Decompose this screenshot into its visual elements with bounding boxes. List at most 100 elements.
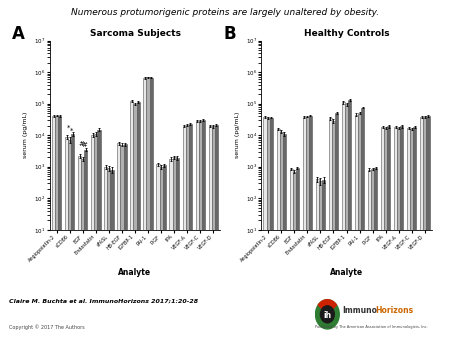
- Bar: [264, 117, 266, 338]
- Bar: [144, 78, 147, 338]
- Bar: [371, 169, 374, 338]
- Bar: [329, 118, 332, 338]
- Text: #: #: [78, 141, 84, 147]
- Bar: [134, 104, 136, 338]
- Bar: [306, 117, 309, 338]
- Bar: [160, 167, 162, 338]
- Bar: [189, 124, 192, 338]
- Bar: [381, 127, 384, 338]
- Bar: [58, 116, 61, 338]
- Bar: [348, 100, 351, 338]
- Bar: [400, 126, 403, 338]
- Text: Published by The American Association of Immunologists, Inc.: Published by The American Association of…: [315, 325, 428, 329]
- Bar: [384, 128, 387, 338]
- Title: Healthy Controls: Healthy Controls: [304, 29, 389, 39]
- X-axis label: Analyte: Analyte: [118, 268, 152, 277]
- Bar: [345, 104, 348, 338]
- Bar: [157, 164, 160, 338]
- Circle shape: [315, 300, 339, 329]
- Text: *: *: [70, 128, 73, 134]
- Bar: [292, 172, 296, 338]
- Bar: [108, 168, 110, 338]
- Y-axis label: serum (pg/mL): serum (pg/mL): [235, 112, 240, 159]
- Bar: [427, 116, 429, 338]
- Bar: [176, 158, 179, 338]
- Bar: [97, 130, 100, 338]
- Bar: [332, 121, 335, 338]
- Bar: [186, 125, 189, 338]
- Text: #: #: [81, 142, 87, 148]
- Bar: [215, 125, 218, 338]
- Y-axis label: serum (pg/mL): serum (pg/mL): [23, 112, 28, 159]
- Bar: [170, 159, 173, 338]
- Bar: [81, 159, 84, 338]
- Bar: [283, 134, 286, 338]
- Text: Numerous protumorigenic proteins are largely unaltered by obesity.: Numerous protumorigenic proteins are lar…: [71, 8, 379, 18]
- Text: Horizons: Horizons: [376, 306, 414, 315]
- Bar: [196, 121, 199, 338]
- Bar: [319, 181, 322, 338]
- Bar: [183, 126, 186, 338]
- Bar: [162, 165, 166, 338]
- Bar: [374, 168, 377, 338]
- Bar: [296, 168, 299, 338]
- Bar: [355, 115, 358, 338]
- Bar: [394, 127, 397, 338]
- Bar: [335, 113, 338, 338]
- Bar: [266, 118, 270, 338]
- Bar: [55, 116, 58, 338]
- Circle shape: [320, 306, 334, 323]
- Bar: [387, 126, 390, 338]
- Bar: [136, 102, 140, 338]
- Bar: [78, 156, 81, 338]
- Bar: [199, 121, 202, 338]
- Text: ih: ih: [323, 311, 332, 320]
- Text: Immuno: Immuno: [342, 306, 377, 315]
- Bar: [209, 126, 212, 338]
- Bar: [420, 117, 423, 338]
- Bar: [123, 144, 126, 338]
- Text: Claire M. Buchta et al. ImmunoHorizons 2017;1:20-28: Claire M. Buchta et al. ImmunoHorizons 2…: [9, 299, 198, 304]
- Bar: [309, 116, 312, 338]
- Text: B: B: [223, 25, 236, 43]
- Bar: [322, 180, 325, 338]
- Bar: [71, 134, 74, 338]
- Bar: [270, 118, 273, 338]
- Bar: [84, 150, 87, 338]
- Bar: [290, 169, 292, 338]
- Bar: [94, 134, 97, 338]
- Bar: [68, 140, 71, 338]
- Bar: [121, 145, 123, 338]
- Bar: [117, 143, 121, 338]
- Bar: [110, 170, 113, 338]
- Bar: [358, 113, 361, 338]
- Bar: [130, 101, 134, 338]
- Title: Sarcoma Subjects: Sarcoma Subjects: [90, 29, 180, 39]
- X-axis label: Analyte: Analyte: [330, 268, 363, 277]
- Bar: [316, 179, 319, 338]
- Bar: [342, 102, 345, 338]
- Bar: [397, 128, 400, 338]
- Bar: [277, 129, 279, 338]
- Bar: [91, 135, 94, 338]
- Text: Copyright © 2017 The Authors: Copyright © 2017 The Authors: [9, 324, 85, 330]
- Bar: [212, 126, 215, 338]
- Bar: [279, 131, 283, 338]
- Bar: [202, 120, 205, 338]
- Bar: [147, 77, 149, 338]
- Bar: [104, 167, 108, 338]
- Bar: [368, 170, 371, 338]
- Text: A: A: [12, 25, 25, 43]
- Bar: [423, 117, 427, 338]
- Bar: [52, 116, 55, 338]
- Bar: [407, 128, 410, 338]
- Bar: [361, 107, 364, 338]
- Text: *: *: [67, 125, 70, 131]
- Wedge shape: [318, 300, 337, 314]
- Bar: [303, 117, 306, 338]
- Bar: [410, 129, 414, 338]
- Bar: [414, 127, 416, 338]
- Bar: [173, 157, 176, 338]
- Bar: [149, 78, 153, 338]
- Bar: [65, 137, 68, 338]
